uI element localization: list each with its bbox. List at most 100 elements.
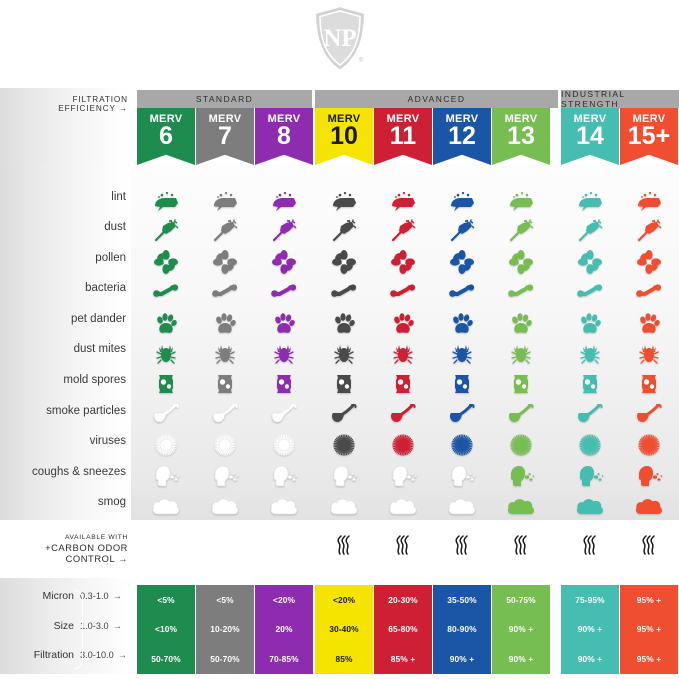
bottom-table-cell: 95% +: [636, 594, 662, 605]
cloud-icon: [561, 491, 619, 521]
section-header-standard: STANDARD: [137, 90, 312, 108]
mite-icon: [433, 338, 491, 368]
sneeze-icon: [620, 461, 678, 491]
merv-word: MERV: [149, 113, 183, 125]
merv-word: MERV: [632, 113, 666, 125]
virus-icon: [255, 430, 313, 460]
cloud-icon: [315, 491, 373, 521]
brand-logo: NP ®: [0, 4, 679, 74]
bacteria-icon: [492, 277, 550, 307]
pipe-icon: [255, 400, 313, 430]
row-label-lint: lint: [111, 191, 126, 203]
arrow-icon: →: [112, 620, 122, 631]
bacteria-icon: [196, 277, 254, 307]
bottom-table-cell: 35-50%: [447, 594, 477, 605]
odor-waves-icon: [492, 533, 550, 557]
bottom-table-cell: <20%: [332, 594, 356, 605]
flower-icon: [315, 247, 373, 277]
row-label-pet-dander: pet dander: [71, 313, 126, 325]
logo-letters: NP: [323, 25, 356, 52]
row-label-bacteria: bacteria: [85, 282, 126, 294]
bacteria-icon: [374, 277, 432, 307]
merv-badge-11[interactable]: MERV 11: [374, 108, 432, 165]
merv-word: MERV: [327, 113, 361, 125]
carbon-odor-label: AVAILABLE WITH +CARBON ODOR CONTROL →: [0, 534, 128, 564]
flower-icon: [433, 247, 491, 277]
merv-badge-8[interactable]: MERV 8: [255, 108, 313, 165]
merv-badge-7[interactable]: MERV 7: [196, 108, 254, 165]
virus-icon: [561, 430, 619, 460]
bottom-table-column-merv-6: <5% <10% 50-70%: [137, 585, 195, 674]
mite-icon: [255, 338, 313, 368]
brace-icon: [74, 590, 83, 669]
sneeze-icon: [315, 461, 373, 491]
lint-icon: [315, 186, 373, 216]
virus-icon: [492, 430, 550, 460]
mite-icon: [315, 338, 373, 368]
paw-icon: [620, 308, 678, 338]
paw-icon: [196, 308, 254, 338]
merv-badge-14[interactable]: MERV 14: [561, 108, 619, 165]
cloud-icon: [255, 491, 313, 521]
mite-icon: [561, 338, 619, 368]
merv-word: MERV: [445, 113, 479, 125]
flower-icon: [196, 247, 254, 277]
bottom-table-column-merv-11: 20-30% 65-80% 85% +: [374, 585, 432, 674]
virus-icon: [196, 430, 254, 460]
bottom-table-cell: 10-20%: [210, 624, 240, 635]
lint-icon: [433, 186, 491, 216]
cloud-icon: [433, 491, 491, 521]
sneeze-icon: [374, 461, 432, 491]
pipe-icon: [492, 400, 550, 430]
mold-icon: [315, 369, 373, 399]
arrow-icon: →: [117, 650, 127, 661]
duster-icon: [196, 216, 254, 246]
bottom-table-cell: 80-90%: [447, 624, 477, 635]
bottom-table-cell: 70-85%: [269, 653, 299, 664]
section-header-advanced: ADVANCED: [315, 90, 558, 108]
bottom-table-column-merv-12: 35-50% 80-90% 90% +: [433, 585, 491, 674]
merv-badge-10[interactable]: MERV 10: [315, 108, 373, 165]
bottom-table-cell: 95% +: [636, 624, 662, 635]
lint-icon: [255, 186, 313, 216]
row-label-dust: dust: [104, 221, 126, 233]
section-header-industrial-strength: INDUSTRIAL STRENGTH: [561, 89, 679, 109]
range-value: 0.3-1.0: [80, 591, 109, 601]
mite-icon: [620, 338, 678, 368]
odor-waves-icon: [620, 533, 678, 557]
odor-waves-icon: [315, 533, 373, 557]
sneeze-icon: [492, 461, 550, 491]
mold-icon: [433, 369, 491, 399]
bottom-table-cell: 85%: [335, 653, 353, 664]
section-header-label: ADVANCED: [407, 94, 466, 104]
merv-badge-15plus[interactable]: MERV 15+: [620, 108, 678, 165]
row-label-viruses: viruses: [89, 435, 126, 447]
arrow-icon: →: [118, 104, 128, 113]
duster-icon: [433, 216, 491, 246]
lint-icon: [137, 186, 195, 216]
virus-icon: [374, 430, 432, 460]
bottom-table-cell: <5%: [157, 594, 175, 605]
bottom-row-label-filtration: Filtration: [33, 649, 74, 662]
row-label-coughs-sneezes: coughs & sneezes: [32, 466, 126, 478]
merv-badge-13[interactable]: MERV 13: [492, 108, 550, 165]
merv-badge-6[interactable]: MERV 6: [137, 108, 195, 165]
bottom-row-range-filtration: 3.0-10.0 →: [80, 650, 128, 660]
bottom-table-cell: 85% +: [390, 653, 416, 664]
mold-icon: [255, 369, 313, 399]
bottom-table-column-merv-8: <20% 20% 70-85%: [255, 585, 313, 674]
row-label-smog: smog: [97, 496, 126, 508]
pipe-icon: [374, 400, 432, 430]
odor-waves-icon: [374, 533, 432, 557]
sneeze-icon: [196, 461, 254, 491]
cloud-icon: [620, 491, 678, 521]
merv-badge-12[interactable]: MERV 12: [433, 108, 491, 165]
mold-icon: [137, 369, 195, 399]
virus-icon: [315, 430, 373, 460]
cloud-icon: [137, 491, 195, 521]
bacteria-icon: [315, 277, 373, 307]
duster-icon: [492, 216, 550, 246]
merv-word: MERV: [386, 113, 420, 125]
left-gradient-top: [0, 88, 131, 165]
bottom-table-cell: 90% +: [508, 624, 534, 635]
